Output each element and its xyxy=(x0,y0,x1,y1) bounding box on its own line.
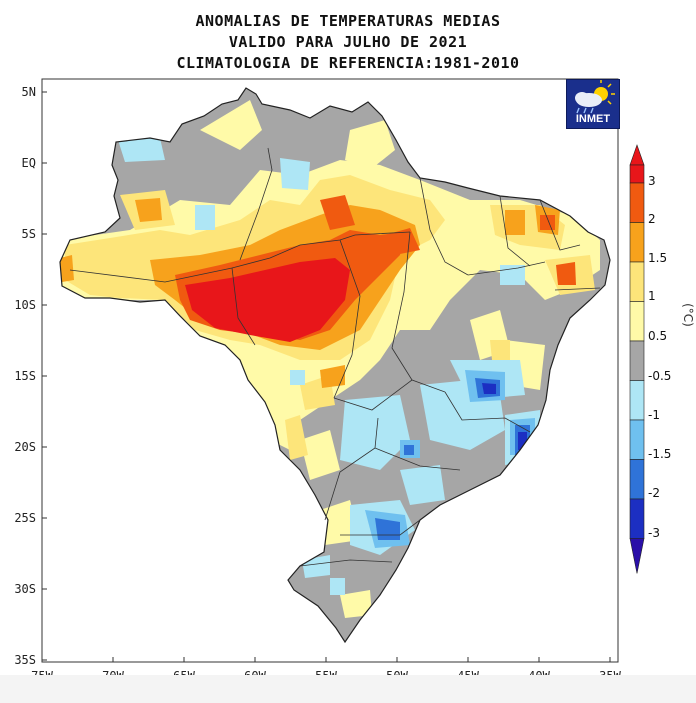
colorbar-top-arrow xyxy=(629,144,645,166)
anomaly-region xyxy=(285,415,308,460)
lat-tick-label: 30S xyxy=(14,582,36,596)
anomaly-region xyxy=(320,195,355,230)
colorbar-segment xyxy=(629,498,645,539)
colorbar-segment xyxy=(629,261,645,302)
colorbar-label: -3 xyxy=(648,526,660,540)
lat-tick-label: 5S xyxy=(22,227,36,241)
anomaly-region xyxy=(118,138,165,162)
colorbar-label: -1.5 xyxy=(648,447,671,461)
colorbar-segment xyxy=(629,419,645,460)
colorbar-label: 2 xyxy=(648,212,656,226)
colorbar-label: 3 xyxy=(648,174,656,188)
lat-tick-label: 5N xyxy=(22,85,36,99)
latitude-axis: 5N EQ 5S 10S 15S 20S 25S 30S 35S xyxy=(14,85,47,667)
anomaly-region xyxy=(500,265,525,285)
colorbar-segment xyxy=(629,182,645,223)
colorbar-unit: (°C) xyxy=(681,303,695,327)
colorbar-label: -1 xyxy=(648,408,660,422)
anomaly-region xyxy=(385,228,420,255)
lat-tick-label: 25S xyxy=(14,511,36,525)
anomaly-region xyxy=(340,395,410,470)
colorbar: 3 2 1.5 1 0.5 -0.5 -1 -1.5 -2 -3 (°C) xyxy=(629,144,695,574)
map-title-line2: VALIDO PARA JULHO DE 2021 xyxy=(228,33,468,51)
colorbar-segment xyxy=(629,301,645,342)
anomaly-region xyxy=(490,340,510,360)
bottom-strip xyxy=(0,675,696,703)
anomaly-region xyxy=(135,198,162,222)
colorbar-segment xyxy=(629,222,645,263)
sun-cloud-rain-icon xyxy=(575,80,615,114)
colorbar-label: -2 xyxy=(648,486,660,500)
lat-tick-label: 20S xyxy=(14,440,36,454)
anomaly-region xyxy=(482,383,496,394)
anomaly-region xyxy=(280,158,310,190)
state-borders xyxy=(59,87,611,643)
logo-text: INMET xyxy=(575,113,611,125)
anomaly-region xyxy=(290,370,305,385)
anomaly-region xyxy=(505,210,525,235)
anomaly-region xyxy=(340,590,372,618)
map-title-line1: ANOMALIAS DE TEMPERATURAS MEDIAS xyxy=(195,12,501,30)
anomaly-region xyxy=(300,430,340,480)
map-title-line3: CLIMATOLOGIA DE REFERENCIA:1981-2010 xyxy=(176,54,520,72)
colorbar-segment xyxy=(629,164,645,184)
colorbar-label: 1.5 xyxy=(648,251,667,265)
lat-tick-label: 15S xyxy=(14,369,36,383)
anomaly-region xyxy=(556,262,576,285)
lat-tick-label: 10S xyxy=(14,298,36,312)
anomaly-region xyxy=(375,518,400,540)
anomaly-region xyxy=(200,100,262,150)
colorbar-label: -0.5 xyxy=(648,369,671,383)
colorbar-segment xyxy=(629,459,645,500)
brazil-anomaly-field xyxy=(60,88,610,642)
lat-tick-label: 35S xyxy=(14,653,36,667)
anomaly-region xyxy=(185,258,350,342)
anomaly-region xyxy=(195,205,215,230)
colorbar-bottom-arrow xyxy=(629,538,645,574)
anomaly-region xyxy=(330,578,345,595)
anomaly-region xyxy=(320,365,345,388)
anomaly-region xyxy=(400,465,445,505)
lat-tick-label: EQ xyxy=(22,156,36,170)
anomaly-region xyxy=(60,255,74,282)
colorbar-segment xyxy=(629,340,645,381)
colorbar-label: 0.5 xyxy=(648,329,667,343)
anomaly-region xyxy=(540,215,555,230)
colorbar-label: 1 xyxy=(648,289,656,303)
anomaly-region xyxy=(404,445,414,455)
colorbar-segment xyxy=(629,380,645,421)
anomaly-region xyxy=(345,120,395,170)
inmet-logo: INMET xyxy=(566,79,620,129)
